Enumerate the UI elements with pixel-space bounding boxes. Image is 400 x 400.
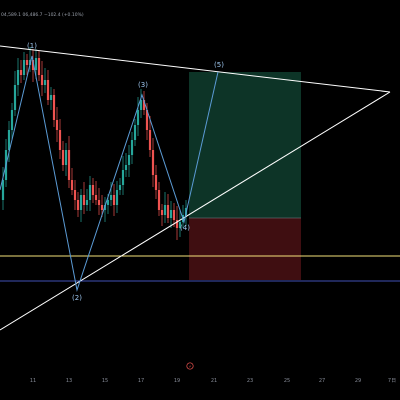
candle-body xyxy=(7,130,11,150)
candle-body xyxy=(55,120,59,130)
candle-body xyxy=(145,110,149,130)
stop-loss-zone[interactable] xyxy=(189,218,301,280)
x-axis-tick: 13 xyxy=(66,378,72,384)
candlestick-series xyxy=(1,47,188,240)
candle-body xyxy=(178,222,182,228)
x-axis-bar xyxy=(0,372,400,400)
candle-body xyxy=(94,195,98,200)
wave-label-5[interactable]: (5) xyxy=(214,61,224,69)
candle-body xyxy=(10,110,14,130)
candle-body xyxy=(37,58,41,75)
candle-body xyxy=(157,190,161,210)
candle-body xyxy=(76,200,80,210)
candle-body xyxy=(1,180,5,200)
upper-trendline[interactable] xyxy=(0,45,391,93)
candle-body xyxy=(142,100,146,110)
replay-icon[interactable]: ⚡ xyxy=(186,362,194,370)
candle-body xyxy=(19,70,23,75)
x-axis-tick: 29 xyxy=(355,378,361,384)
candle-body xyxy=(49,95,53,100)
candle-body xyxy=(13,85,17,110)
profit-target-zone[interactable] xyxy=(189,72,301,218)
x-axis-tick: 7日 xyxy=(388,378,396,384)
candle-body xyxy=(16,70,20,85)
candle-body xyxy=(73,190,77,200)
x-axis-tick: 23 xyxy=(247,378,253,384)
candle-body xyxy=(166,205,170,218)
candle-body xyxy=(124,165,128,170)
candle-body xyxy=(136,110,140,125)
candle-body xyxy=(61,150,65,165)
candle-body xyxy=(40,75,44,85)
ohlc-readout: 04,589.1 06,486.7 −102.4 (+0.10%) xyxy=(1,13,84,18)
candle-body xyxy=(115,190,119,205)
candle-body xyxy=(43,80,47,85)
candle-body xyxy=(130,140,134,155)
candle-body xyxy=(106,200,110,205)
candle-body xyxy=(172,210,176,220)
candle-body xyxy=(34,58,38,70)
candle-body xyxy=(91,185,95,195)
wave-label-1[interactable]: (1) xyxy=(27,42,37,50)
candle-body xyxy=(160,210,164,215)
candle-body xyxy=(58,130,62,150)
candle-body xyxy=(22,60,26,75)
x-axis-tick: 15 xyxy=(102,378,108,384)
candle-body xyxy=(97,200,101,205)
candle-body xyxy=(85,200,89,205)
candle-body xyxy=(46,80,50,100)
candle-body xyxy=(52,95,56,120)
candle-body xyxy=(148,130,152,150)
candle-body xyxy=(127,155,131,165)
candle-body xyxy=(88,185,92,200)
wave-label-4[interactable]: (4) xyxy=(180,224,190,232)
replay-icon-ring xyxy=(186,362,194,370)
candle-body xyxy=(31,60,35,70)
candle-body xyxy=(133,125,137,140)
candle-body xyxy=(154,175,158,190)
candle-body xyxy=(67,150,71,180)
x-axis-tick: 25 xyxy=(284,378,290,384)
lower-trendline[interactable] xyxy=(0,91,391,331)
wave-label-2[interactable]: (2) xyxy=(72,294,82,302)
candle-body xyxy=(82,195,86,205)
x-axis-tick: 21 xyxy=(211,378,217,384)
candle-body xyxy=(79,195,83,210)
x-axis-tick: 17 xyxy=(138,378,144,384)
candle-body xyxy=(100,205,104,210)
candle-body xyxy=(139,100,143,110)
x-axis-tick: 11 xyxy=(30,378,36,384)
replay-icon-glyph: ⚡ xyxy=(189,364,192,369)
candle-body xyxy=(64,150,68,165)
candle-body xyxy=(151,150,155,175)
ohlc-values: 04,589.1 06,486.7 −102.4 (+0.10%) xyxy=(1,13,84,18)
elliott-wave-path[interactable] xyxy=(0,55,219,292)
candle-body xyxy=(169,210,173,218)
candle-body xyxy=(121,170,125,185)
candle-body xyxy=(112,195,116,205)
candle-body xyxy=(163,205,167,215)
candle-body xyxy=(109,195,113,200)
x-axis-tick: 27 xyxy=(319,378,325,384)
candle-body xyxy=(118,185,122,190)
x-axis-tick: 19 xyxy=(174,378,180,384)
wave-label-3[interactable]: (3) xyxy=(138,81,148,89)
candle-body xyxy=(25,60,29,65)
candle-body xyxy=(70,180,74,190)
candle-body xyxy=(175,220,179,228)
